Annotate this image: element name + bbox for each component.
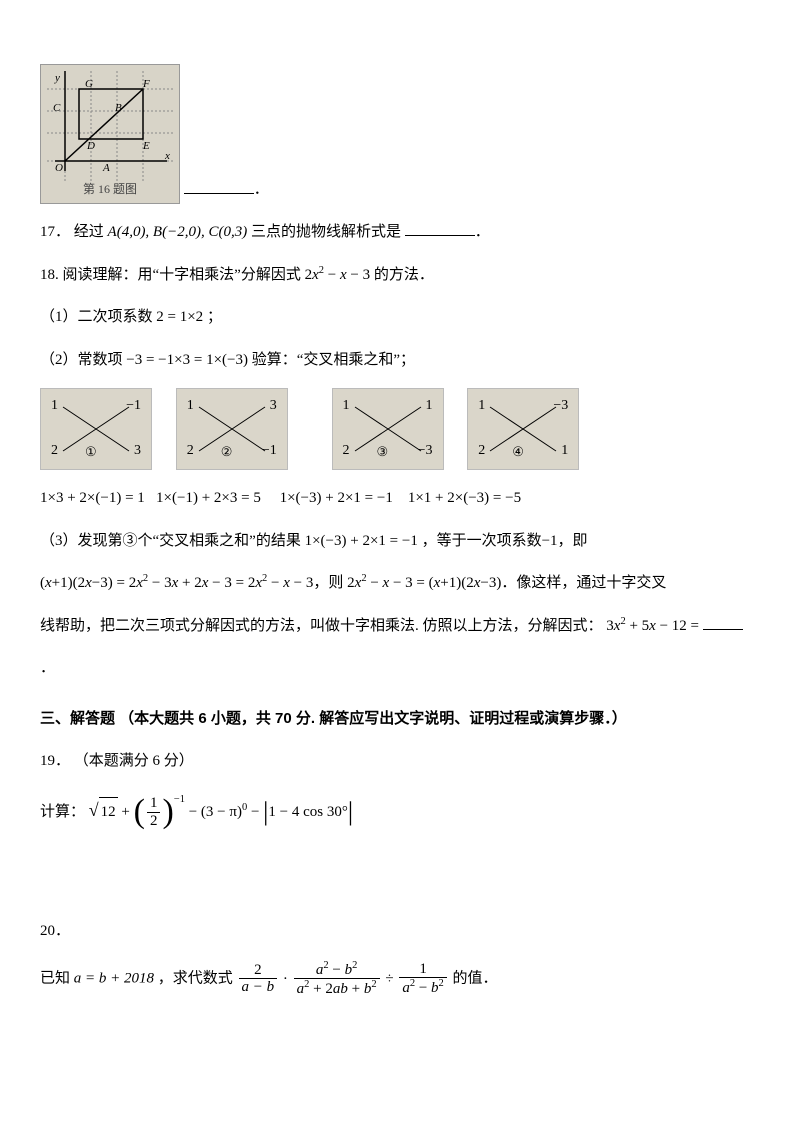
cross-3: 11 2−3 ③ <box>332 388 444 470</box>
q18-s3g: ．像这样，通过十字交叉 <box>501 575 666 591</box>
q20-t1: 已知 <box>40 970 74 986</box>
q16-figure: y x O G F C B D E A 第 16 题图 <box>40 64 180 204</box>
q18-step3b: (x+1)(2x−3) = 2x2 − 3x + 2x − 3 = 2x2 − … <box>40 569 760 598</box>
q16-blank[interactable] <box>184 178 254 194</box>
q19-frac: 12 <box>147 795 161 829</box>
q19-pts: （本题满分 6 分） <box>74 753 194 769</box>
svg-text:G: G <box>85 78 93 90</box>
q18-s2c: 验算：“交叉相乘之和”； <box>252 352 415 368</box>
eq4: 1×1 + 2×(−3) = −5 <box>408 490 521 506</box>
q20-t2: ，求代数式 <box>158 970 237 986</box>
q18-s3d: (x+1)(2x−3) = 2x2 − 3x + 2x − 3 = 2x2 − … <box>40 575 313 591</box>
q20-head: 20． <box>40 917 760 946</box>
abs-bar-r-icon: | <box>348 799 353 825</box>
q20-f2: a2 − b2a2 + 2ab + b2 <box>294 960 380 998</box>
q19-sqrt: 12 <box>99 797 118 827</box>
q18-num: 18. <box>40 267 59 283</box>
q19-num: 19． <box>40 753 70 769</box>
q18-s1b: 2 = 1×2 <box>156 309 203 325</box>
q20-given: a = b + 2018 <box>74 970 154 986</box>
q19-pi: (3 − π) <box>201 804 242 820</box>
q18-step3c: 线帮助，把二次三项式分解因式的方法，叫做十字相乘法. 仿照以上方法，分解因式： … <box>40 612 760 641</box>
q20-num: 20． <box>40 923 70 939</box>
cross-1: 1−1 23 ① <box>40 388 152 470</box>
q18-t1: 阅读理解：用“十字相乘法”分解因式 <box>63 267 305 283</box>
q18-cross-row: 1−1 23 ① 13 2−1 ② 11 2−3 ③ 1−3 21 ④ <box>40 388 760 470</box>
q18-s3b: 1×(−3) + 2×1 = −1 <box>305 533 418 549</box>
q18-s3e: ，则 <box>313 575 347 591</box>
q18-s2b: −3 = −1×3 = 1×(−3) <box>126 352 248 368</box>
cross-4: 1−3 21 ④ <box>467 388 579 470</box>
cross-2: 13 2−1 ② <box>176 388 288 470</box>
q16-figure-row: y x O G F C B D E A 第 16 题图 ． <box>40 64 760 204</box>
q17-period: ． <box>475 224 490 240</box>
grid-svg: y x O G F C B D E A <box>47 71 173 181</box>
svg-text:y: y <box>54 72 60 84</box>
q20-body: 已知 a = b + 2018 ，求代数式 2a − b · a2 − b2a2… <box>40 960 760 998</box>
q16-caption: 第 16 题图 <box>41 178 179 201</box>
q18-step1: （1）二次项系数 2 = 1×2 ； <box>40 303 760 332</box>
q19-cos: 1 − 4 cos 30° <box>268 804 347 820</box>
eq1: 1×3 + 2×(−1) = 1 <box>40 490 145 506</box>
q18-t2: 的方法． <box>374 267 434 283</box>
section-3-title: 三、解答题 （本大题共 6 小题，共 70 分. 解答应写出文字说明、证明过程或… <box>40 705 760 734</box>
q19-expr: 计算： √12 + (12)−1 − (3 − π)0 − |1 − 4 cos… <box>40 790 760 830</box>
q17-t1: 经过 <box>74 224 108 240</box>
q20-f3: 1a2 − b2 <box>399 961 446 997</box>
q18-s1a: （1）二次项系数 <box>40 309 156 325</box>
q17: 17． 经过 A(4,0), B(−2,0), C(0,3) 三点的抛物线解析式… <box>40 218 760 247</box>
lparen-icon: ( <box>134 795 145 829</box>
svg-text:O: O <box>55 162 63 174</box>
q18-s3f: 2x2 − x − 3 = (x+1)(2x−3) <box>347 575 501 591</box>
q16-period: ． <box>254 182 269 198</box>
svg-text:A: A <box>102 162 110 174</box>
q18-s1c: ； <box>207 309 222 325</box>
q19-label: 计算： <box>40 804 85 820</box>
svg-text:E: E <box>142 140 150 152</box>
q18-head: 18. 阅读理解：用“十字相乘法”分解因式 2x2 − x − 3 的方法． <box>40 261 760 290</box>
q18-step2: （2）常数项 −3 = −1×3 = 1×(−3) 验算：“交叉相乘之和”； <box>40 346 760 375</box>
q18-s3h: 线帮助，把二次三项式分解因式的方法，叫做十字相乘法. 仿照以上方法，分解因式： <box>40 618 603 634</box>
q18-s3a: （3）发现第③个“交叉相乘之和”的结果 <box>40 533 305 549</box>
svg-text:D: D <box>86 140 95 152</box>
q18-s3c: ，等于一次项系数−1，即 <box>422 533 588 549</box>
q19-exp1: −1 <box>174 794 185 805</box>
q18-eqs: 1×3 + 2×(−1) = 1 1×(−1) + 2×3 = 5 1×(−3)… <box>40 484 760 513</box>
svg-text:B: B <box>115 102 122 114</box>
q16-grid: y x O G F C B D E A <box>47 71 173 181</box>
q20-t3: 的值． <box>453 970 498 986</box>
spacer <box>40 843 760 903</box>
q20-f1: 2a − b <box>239 962 278 996</box>
eq2: 1×(−1) + 2×3 = 5 <box>156 490 261 506</box>
svg-text:x: x <box>164 150 170 162</box>
q19-exp0: 0 <box>242 802 247 813</box>
q19-head: 19． （本题满分 6 分） <box>40 747 760 776</box>
q17-blank[interactable] <box>405 220 475 236</box>
q18-s2a: （2）常数项 <box>40 352 126 368</box>
rparen-icon: ) <box>162 795 173 829</box>
eq3: 1×(−3) + 2×1 = −1 <box>280 490 393 506</box>
q18-expr1: 2x2 − x − 3 <box>305 267 371 283</box>
q17-points: A(4,0), B(−2,0), C(0,3) <box>108 224 248 240</box>
svg-text:C: C <box>53 102 61 114</box>
q18-blank[interactable] <box>703 614 743 630</box>
q18-period: ． <box>40 654 760 683</box>
q17-t2: 三点的抛物线解析式是 <box>251 224 401 240</box>
q18-step3: （3）发现第③个“交叉相乘之和”的结果 1×(−3) + 2×1 = −1 ，等… <box>40 527 760 556</box>
q17-num: 17． <box>40 224 70 240</box>
sqrt-icon: √ <box>89 800 99 820</box>
svg-text:F: F <box>142 78 150 90</box>
q18-s3i: 3x2 + 5x − 12 = <box>606 618 699 634</box>
